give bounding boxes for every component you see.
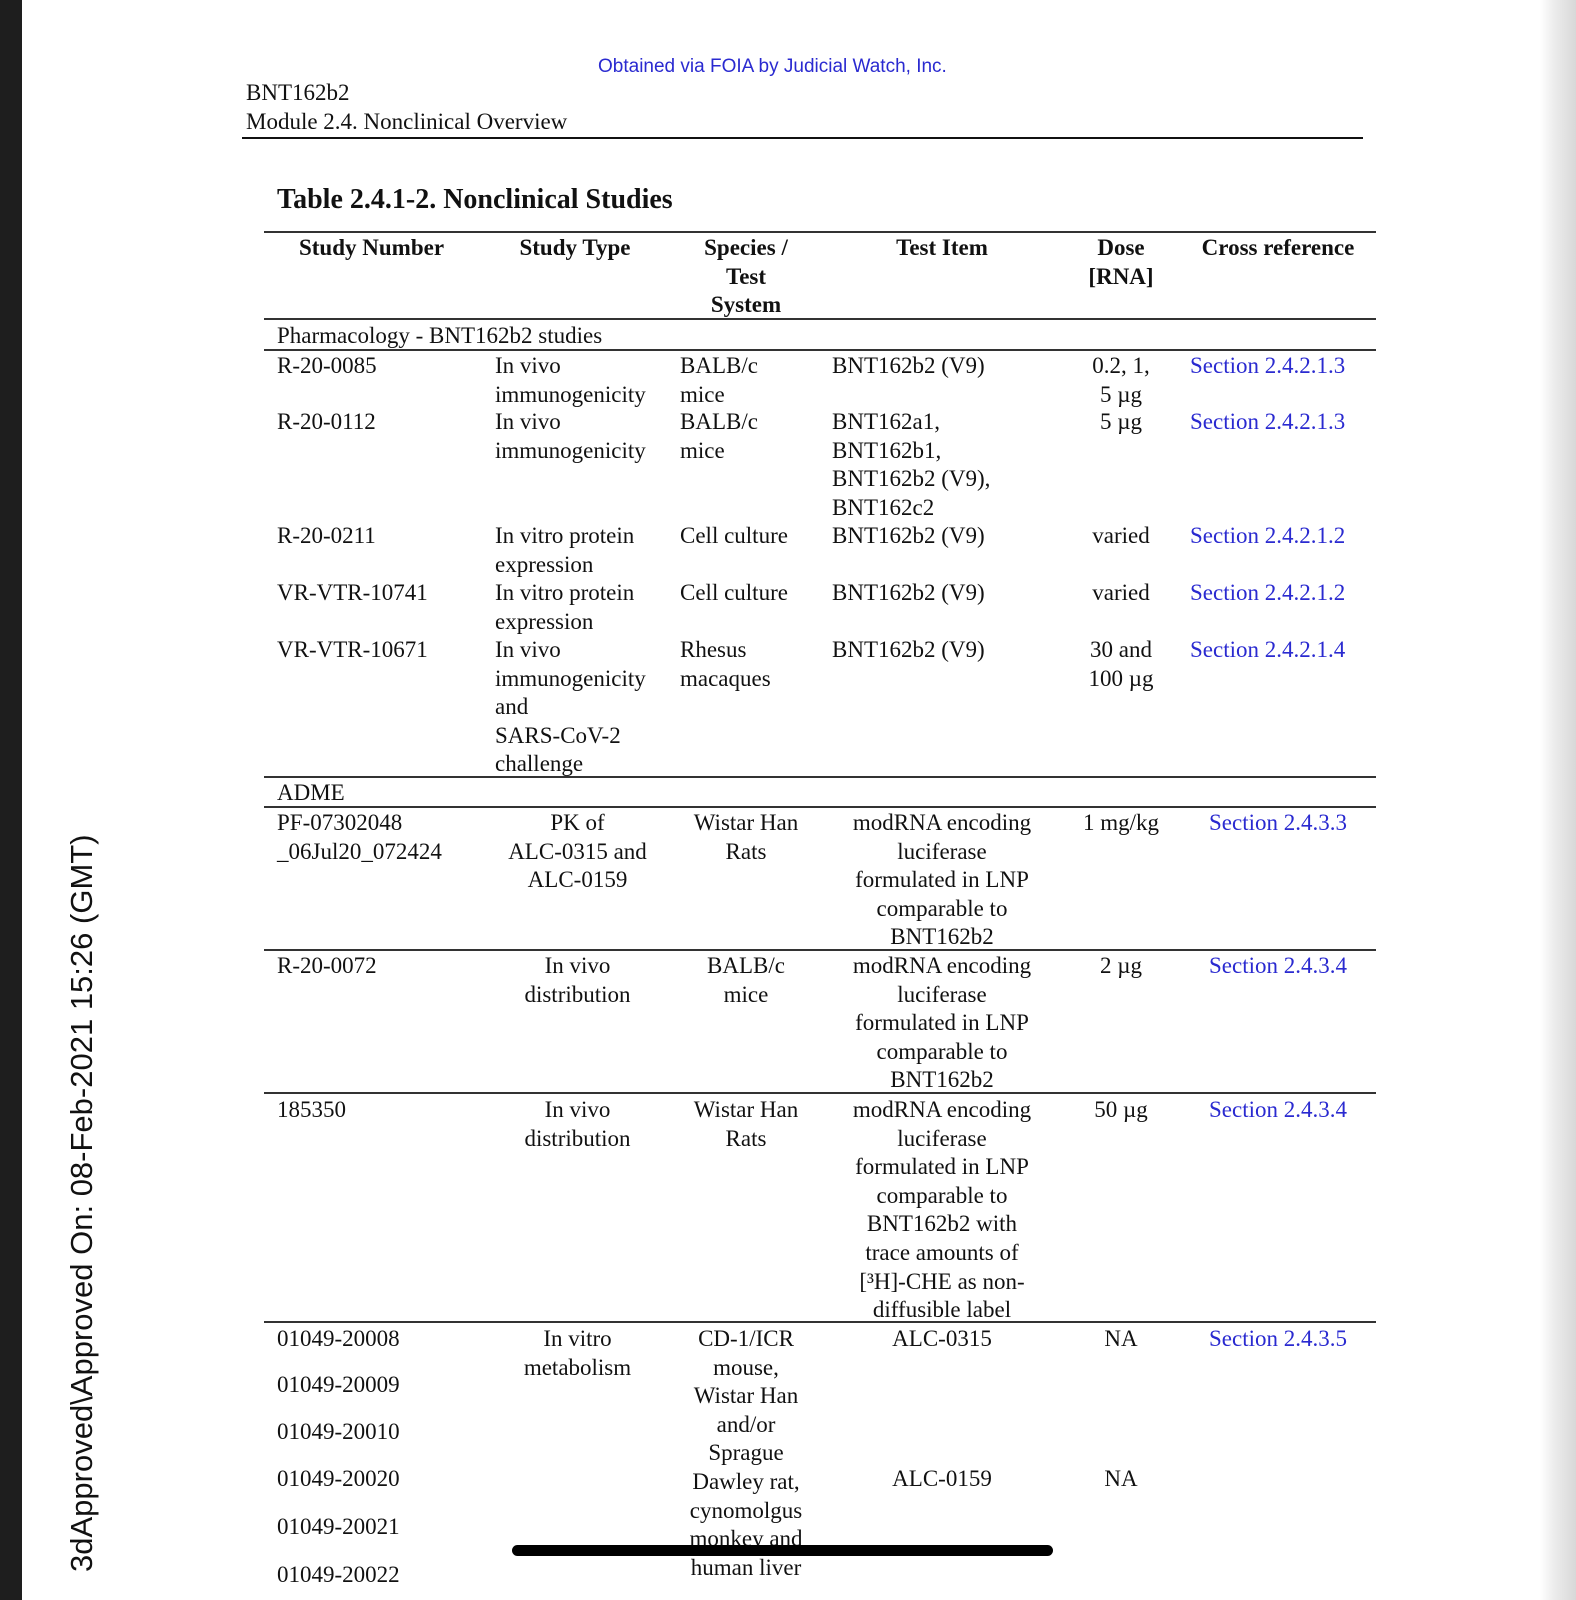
column-header: Dose [RNA]: [1088, 235, 1154, 289]
row-rule: [264, 1092, 1376, 1094]
study-type: In vitro protein expression: [495, 580, 635, 634]
foia-watermark: Obtained via FOIA by Judicial Watch, Inc…: [598, 56, 947, 77]
cross-reference-link[interactable]: Section 2.4.3.4: [1209, 953, 1347, 978]
dose: 50 µg: [1094, 1097, 1148, 1122]
dose: varied: [1092, 580, 1150, 605]
species: CD-1/ICR mouse, Wistar Han and/or Spragu…: [689, 1326, 803, 1580]
cross-reference-link[interactable]: Section 2.4.2.1.4: [1190, 637, 1346, 662]
header-module: Module 2.4. Nonclinical Overview: [246, 109, 568, 134]
study-number: 01049-20010: [277, 1419, 400, 1444]
study-number: 01049-20022: [277, 1562, 400, 1587]
table-title: Table 2.4.1-2. Nonclinical Studies: [277, 184, 673, 215]
section-label: Pharmacology - BNT162b2 studies: [277, 323, 603, 348]
species: Wistar Han Rats: [693, 1097, 799, 1151]
dose: 30 and 100 µg: [1088, 637, 1154, 691]
study-number: R-20-0211: [277, 523, 376, 548]
study-type: In vivo distribution: [524, 953, 631, 1007]
study-number: 01049-20020: [277, 1466, 400, 1491]
section-label: ADME: [277, 780, 345, 805]
dose: varied: [1092, 523, 1150, 548]
study-type: In vitro metabolism: [523, 1326, 632, 1380]
study-number: R-20-0072: [277, 953, 377, 978]
study-number: 01049-20021: [277, 1514, 400, 1539]
row-rule: [264, 949, 1376, 951]
study-number: 185350: [277, 1097, 346, 1122]
section-rule: [264, 349, 1376, 351]
species: Rhesus macaques: [680, 637, 771, 691]
header-bottom-rule: [264, 318, 1376, 320]
dose: 1 mg/kg: [1082, 810, 1160, 835]
test-item: BNT162b2 (V9): [832, 523, 985, 548]
study-type: In vivo distribution: [524, 1097, 631, 1151]
dose: 5 µg: [1099, 409, 1142, 434]
test-item: ALC-0159: [892, 1466, 992, 1491]
section-rule: [264, 806, 1376, 808]
test-item: BNT162a1, BNT162b1, BNT162b2 (V9), BNT16…: [832, 409, 991, 520]
study-number: VR-VTR-10741: [277, 580, 428, 605]
study-number: PF-07302048 _06Jul20_072424: [277, 810, 442, 864]
row-rule: [264, 1321, 1376, 1323]
dose: 2 µg: [1099, 953, 1142, 978]
study-number: 01049-20008: [277, 1326, 400, 1351]
study-number: R-20-0112: [277, 409, 376, 434]
test-item: BNT162b2 (V9): [832, 353, 985, 378]
table-top-rule: [264, 231, 1376, 233]
test-item: ALC-0315: [892, 1326, 992, 1351]
header-product: BNT162b2: [246, 80, 350, 105]
column-header: Cross reference: [1201, 235, 1355, 260]
section-rule: [264, 776, 1376, 778]
study-type: PK of ALC-0315 and ALC-0159: [508, 810, 647, 893]
approval-stamp: 3dApproved\Approved On: 08-Feb-2021 15:2…: [64, 834, 99, 1572]
cross-reference-link[interactable]: Section 2.4.2.1.2: [1190, 523, 1346, 548]
test-item: modRNA encoding luciferase formulated in…: [852, 810, 1032, 950]
header-rule: [242, 137, 1363, 139]
study-type: In vitro protein expression: [495, 523, 635, 577]
cross-reference-link[interactable]: Section 2.4.3.4: [1209, 1097, 1347, 1122]
viewer-edge: [0, 0, 22, 1600]
test-item: modRNA encoding luciferase formulated in…: [852, 953, 1032, 1093]
species: BALB/c mice: [680, 353, 758, 407]
species: BALB/c mice: [680, 409, 758, 463]
cross-reference-link[interactable]: Section 2.4.2.1.3: [1190, 409, 1346, 434]
dose: NA: [1104, 1466, 1138, 1491]
test-item: BNT162b2 (V9): [832, 580, 985, 605]
dose: NA: [1104, 1326, 1138, 1351]
cross-reference-link[interactable]: Section 2.4.2.1.2: [1190, 580, 1346, 605]
cross-reference-link[interactable]: Section 2.4.3.5: [1209, 1326, 1347, 1351]
study-type: In vivo immunogenicity: [495, 353, 646, 407]
study-number: R-20-0085: [277, 353, 377, 378]
column-header: Study Number: [298, 235, 445, 260]
page-edge-shadow: [1540, 0, 1576, 1600]
dose: 0.2, 1, 5 µg: [1092, 353, 1150, 407]
test-item: modRNA encoding luciferase formulated in…: [852, 1097, 1032, 1323]
cross-reference-link[interactable]: Section 2.4.3.3: [1209, 810, 1347, 835]
cross-reference-link[interactable]: Section 2.4.2.1.3: [1190, 353, 1346, 378]
home-indicator[interactable]: [512, 1545, 1053, 1556]
species: BALB/c mice: [707, 953, 785, 1007]
study-type: In vivo immunogenicity: [495, 409, 646, 463]
test-item: BNT162b2 (V9): [832, 637, 985, 662]
column-header: Test Item: [896, 235, 988, 260]
study-number: VR-VTR-10671: [277, 637, 428, 662]
study-number: 01049-20009: [277, 1372, 400, 1397]
species: Wistar Han Rats: [693, 810, 799, 864]
species: Cell culture: [680, 580, 788, 605]
column-header: Study Type: [519, 235, 631, 260]
study-type: In vivo immunogenicity and SARS-CoV-2 ch…: [495, 637, 646, 777]
species: Cell culture: [680, 523, 788, 548]
column-header: Species / Test System: [704, 235, 788, 318]
